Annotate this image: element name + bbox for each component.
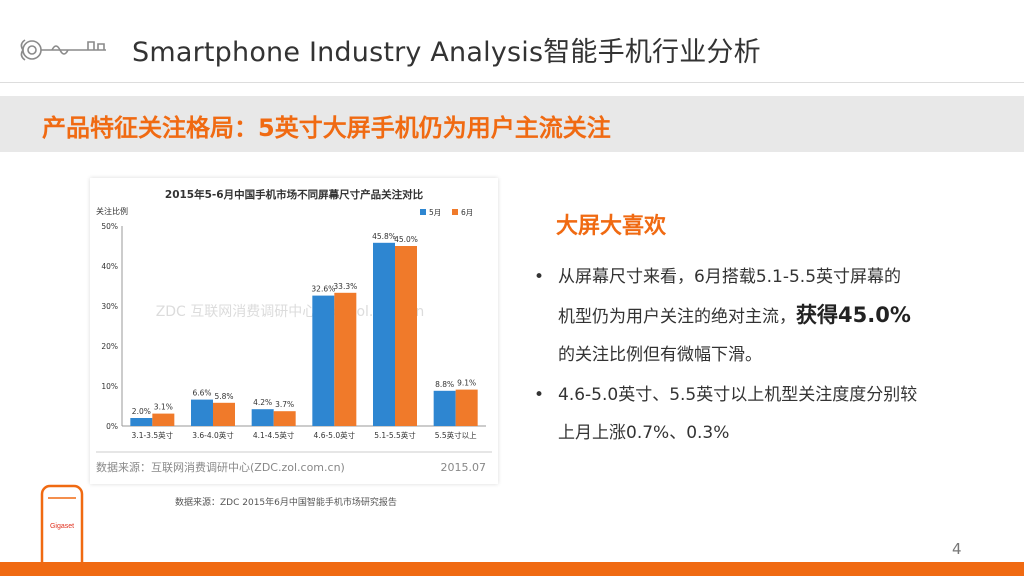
bar-june-6 <box>455 389 478 426</box>
bar-may-2 <box>191 399 213 426</box>
data-label: 4.2% <box>253 398 272 407</box>
bullet-2-line-2: 上月上涨0.7%、0.3% <box>558 423 730 443</box>
page-number: 4 <box>952 540 962 558</box>
y-tick-label: 40% <box>101 262 118 271</box>
x-tick-label: 5.1-5.5英寸 <box>374 430 416 440</box>
legend-label-1: 5月 <box>429 208 441 217</box>
legend-label-2: 6月 <box>461 208 473 217</box>
y-axis-label: 关注比例 <box>96 206 128 216</box>
x-tick-label: 4.6-5.0英寸 <box>314 430 356 440</box>
data-label: 2.0% <box>132 407 151 416</box>
x-tick-label: 3.6-4.0英寸 <box>192 430 234 440</box>
data-label: 5.8% <box>214 392 233 401</box>
chart-source-left: 数据来源：互联网消费调研中心(ZDC.zol.com.cn) <box>96 460 345 474</box>
bar-june-5 <box>395 246 417 426</box>
chart-source-note: 数据来源：ZDC 2015年6月中国智能手机市场研究报告 <box>175 498 397 508</box>
chart-source-right: 2015.07 <box>441 461 487 474</box>
y-tick-label: 20% <box>101 342 118 351</box>
legend-swatch-2 <box>452 209 458 215</box>
data-label: 3.7% <box>275 400 294 409</box>
bullet-1-line-2: 机型仍为用户关注的绝对主流，获得45.0% <box>558 296 911 336</box>
y-tick-label: 0% <box>106 422 118 431</box>
data-label: 45.8% <box>372 232 396 241</box>
bullet-dot: • <box>534 385 545 405</box>
banner-title: 产品特征关注格局：5英寸大屏手机仍为用户主流关注 <box>42 114 611 142</box>
section-banner: 产品特征关注格局：5英寸大屏手机仍为用户主流关注 <box>0 96 1024 152</box>
data-label: 32.6% <box>311 285 335 294</box>
bar-may-3 <box>251 409 274 426</box>
x-tick-label: 5.5英寸以上 <box>435 430 477 440</box>
bar-june-1 <box>152 413 175 426</box>
data-label: 45.0% <box>394 235 418 244</box>
bar-may-5 <box>373 242 395 426</box>
header-divider <box>0 82 1024 83</box>
bullet-1-line-1: 从屏幕尺寸来看，6月搭载5.1-5.5英寸屏幕的 <box>558 267 902 287</box>
bar-may-1 <box>130 418 153 426</box>
bar-june-3 <box>273 411 296 426</box>
legend-swatch-1 <box>420 209 426 215</box>
chart-title: 2015年5-6月中国手机市场不同屏幕尺寸产品关注对比 <box>165 188 424 201</box>
data-label: 8.8% <box>435 380 454 389</box>
x-tick-label: 4.1-4.5英寸 <box>253 430 295 440</box>
header-title: Smartphone Industry Analysis智能手机行业分析 <box>132 37 761 68</box>
phone-brand-label: Gigaset <box>50 523 74 530</box>
bar-june-2 <box>213 402 235 426</box>
bullet-dot: • <box>534 267 545 287</box>
right-heading: 大屏大喜欢 <box>556 214 667 239</box>
bar-may-6 <box>433 390 456 426</box>
y-tick-label: 10% <box>101 382 118 391</box>
chart-watermark: ZDC 互联网消费调研中心 zdc.zol.com.cn <box>156 304 425 320</box>
ornamental-key-icon <box>20 39 106 61</box>
bar-june-4 <box>334 292 357 426</box>
data-label: 6.6% <box>192 389 211 398</box>
y-tick-label: 50% <box>101 222 118 231</box>
bullet-1-line-2-text: 机型仍为用户关注的绝对主流， <box>558 307 796 327</box>
bar-chart: 2015年5-6月中国手机市场不同屏幕尺寸产品关注对比关注比例 5月 6月 ZDC 互… <box>90 178 498 484</box>
bar-may-4 <box>312 295 335 426</box>
footer-accent-bar <box>0 562 1024 576</box>
data-label: 9.1% <box>457 379 476 388</box>
bullet-2-line-1: 4.6-5.0英寸、5.5英寸以上机型关注度度分别较 <box>558 385 918 405</box>
highlight-share: 获得45.0% <box>796 303 911 327</box>
bullet-1-line-3: 的关注比例但有微幅下滑。 <box>558 345 762 365</box>
data-label: 33.3% <box>333 282 357 291</box>
x-tick-label: 3.1-3.5英寸 <box>132 430 174 440</box>
data-label: 3.1% <box>154 403 173 412</box>
y-tick-label: 30% <box>101 302 118 311</box>
